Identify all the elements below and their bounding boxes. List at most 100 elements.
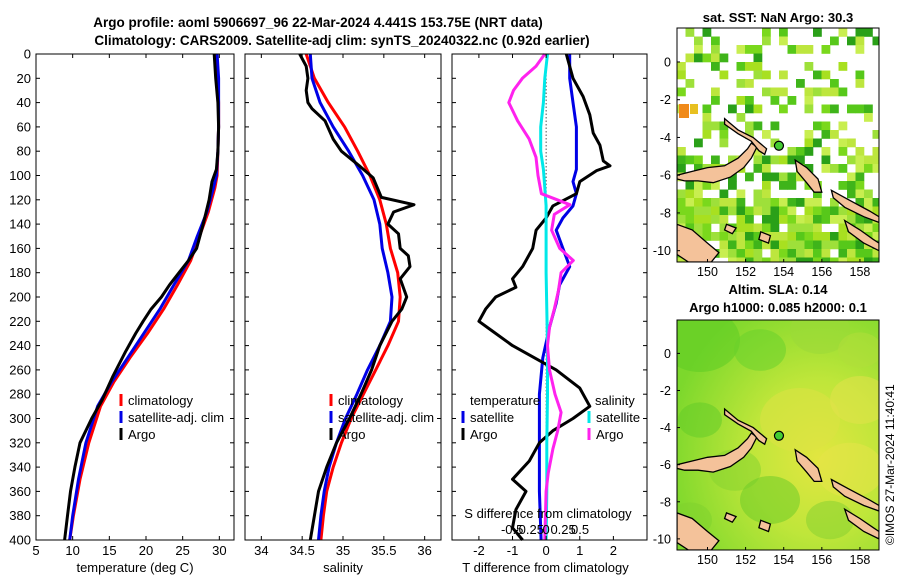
sst-cell [838,215,848,224]
legend-climatology-label: climatology [338,393,404,408]
sst-cell [855,155,865,165]
sst-cell-warm [690,104,698,114]
sst-cell [855,189,865,199]
sst-cell [694,155,703,165]
sst-cell [702,223,712,233]
sst-cell [830,257,839,262]
sst-cell [855,70,865,80]
legend-t-argo-label: Argo [470,427,497,442]
legend-t-satellite-label: satellite [470,410,514,425]
sst-cell [685,198,695,207]
sst-cell [787,232,797,241]
sst-cell [770,198,780,207]
sla-map-title-line2: Argo h1000: 0.085 h2000: 0.1 [689,300,867,315]
sst-cell [728,198,737,207]
sst-cell [711,232,720,241]
sst-cell [872,164,879,173]
sst-cell [762,189,771,199]
series-argo-line [298,53,416,541]
sst-cell [804,240,814,250]
sst-map: sat. SST: NaN Argo: 30.3 150 152 154 156 158… [653,10,880,279]
x-tick-label: 35.5 [371,543,396,558]
sst-cell [762,155,771,165]
sst-cell [745,206,754,216]
sst-cell [813,189,822,199]
map-y-tick-label: -4 [660,131,671,145]
sst-cell [855,215,865,224]
map-x-tick-label: 150 [697,265,718,279]
sst-cell [753,223,763,233]
sst-cell [702,53,712,63]
series-t-argo-line [477,53,612,541]
x-tick-label: 30 [212,543,226,558]
sst-cell [813,223,822,233]
map-x-tick-label: 152 [735,265,756,279]
map-y-tick-label: -10 [653,532,671,546]
sst-cell [728,155,737,165]
sst-cell [770,249,780,258]
sst-cell [685,155,695,165]
land-3 [677,223,720,262]
sst-cell [677,189,686,199]
sst-cell [677,198,686,207]
series-s-argo-line [507,53,575,541]
temperature-panel: 5 10 15 20 25 30 temperature (deg C) 0 20 40 60 80 1… [9,47,235,575]
sst-cell [736,189,746,199]
sst-cell [864,223,873,233]
sst-cell [813,249,822,258]
sst-cell [864,155,873,165]
sst-cell [838,62,848,71]
sst-cell [787,45,797,54]
sst-cell [830,104,839,114]
sst-cell [711,96,720,105]
sst-cell [711,45,720,54]
sst-cell [796,147,805,156]
sst-cell [770,223,780,233]
s-diff-tick-label: 0.25 [550,522,575,537]
legend-s-argo-label: Argo [596,427,623,442]
legend-argo-label: Argo [338,427,365,442]
sst-cell [719,223,729,233]
sst-cell [855,249,865,258]
legend-satellite-label: satellite-adj. clim [128,410,224,425]
temperature-legend: climatology satellite-adj. clim Argo [119,393,224,442]
sst-cell [728,206,737,216]
map-y-tick-label: -10 [653,244,671,258]
sst-cell [745,45,754,54]
sst-cell [864,28,873,37]
sla-coastlines [677,407,879,550]
land-7 [723,512,738,524]
sst-cell [779,215,788,224]
sst-cell [770,121,780,131]
sst-cell [855,36,865,46]
sst-cell [694,138,703,148]
sst-cell [830,206,839,216]
sst-cell [677,62,686,71]
s-diff-tick-label: 0.5 [571,522,589,537]
sst-cell [855,223,865,233]
sst-cell-warm [679,104,689,118]
map-y-tick-label: -6 [660,458,671,472]
sst-cell [804,249,814,258]
sst-cell [864,189,873,199]
sst-cell [847,240,856,250]
sst-cell [855,104,865,114]
sst-cell [796,223,805,233]
sst-cell [702,198,712,207]
sst-cell [762,198,771,207]
sst-map-border [676,27,880,263]
sst-cell [736,198,746,207]
sst-cell [804,45,814,54]
sst-cell [770,232,780,241]
sla-anomaly-patch [760,388,840,452]
sst-cell [821,121,831,131]
sst-cell [796,155,805,165]
sst-cell [847,172,856,182]
series-climatology-line [68,53,221,541]
sst-cell [728,172,737,182]
sst-cell [838,28,848,37]
sst-cell [847,104,856,114]
sst-cell [804,215,814,224]
map-x-tick-label: 156 [811,265,832,279]
sst-cell [762,172,771,182]
